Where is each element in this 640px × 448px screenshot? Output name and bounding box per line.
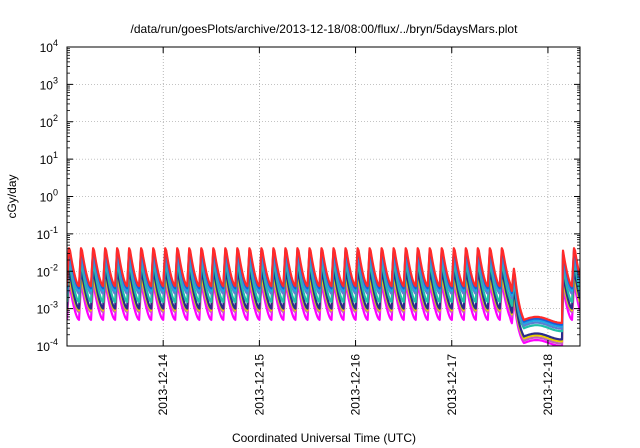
x-tick-label: 2013-12-16 bbox=[349, 354, 363, 416]
x-tick-label: 2013-12-18 bbox=[541, 354, 555, 416]
series-line bbox=[67, 247, 580, 324]
x-axis-label: Coordinated Universal Time (UTC) bbox=[232, 431, 416, 445]
y-axis-label: cGy/day bbox=[5, 174, 19, 218]
x-tick-label: 2013-12-15 bbox=[252, 354, 266, 416]
y-tick-label: 10-2 bbox=[37, 262, 58, 279]
series-lines bbox=[67, 247, 580, 346]
y-tick-label: 10-1 bbox=[37, 225, 58, 242]
y-tick-label: 104 bbox=[40, 38, 58, 55]
y-tick-label: 101 bbox=[40, 150, 58, 167]
y-tick-label: 10-3 bbox=[37, 300, 58, 317]
y-tick-label: 100 bbox=[40, 188, 58, 205]
x-tick-label: 2013-12-14 bbox=[156, 354, 170, 416]
y-tick-label: 10-4 bbox=[37, 337, 58, 354]
y-tick-label: 103 bbox=[40, 75, 58, 92]
axis-ticks: 10-4 10-3 10-2 10-1 100 101 102 103 104 2013-12-1… bbox=[37, 38, 580, 415]
y-tick-label: 102 bbox=[40, 113, 58, 130]
x-tick-label: 2013-12-17 bbox=[445, 354, 459, 416]
chart-title: /data/run/goesPlots/archive/2013-12-18/0… bbox=[131, 22, 519, 36]
